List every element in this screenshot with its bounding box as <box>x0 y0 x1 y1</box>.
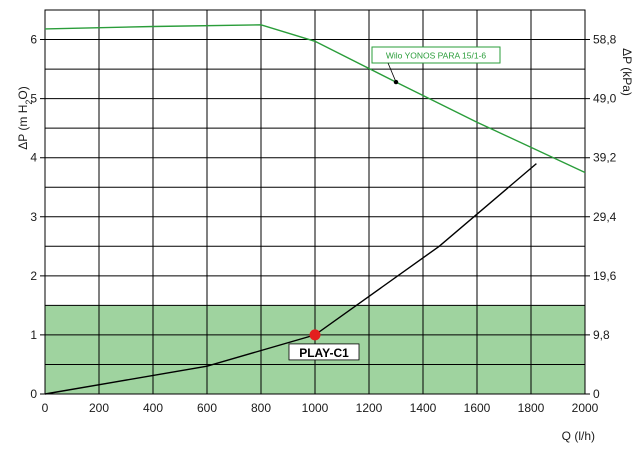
y-left-tick-label: 2 <box>30 269 37 283</box>
y-left-tick-label: 6 <box>30 33 37 47</box>
x-tick-label: 1000 <box>302 401 329 415</box>
tick-label-layer: 0 200 400 600 800 1000 1200 1400 1600 1800 2000012… <box>30 33 616 415</box>
x-tick-label: 2000 <box>572 401 599 415</box>
annotation-box <box>371 46 501 64</box>
y-left-tick-label: 1 <box>30 328 37 342</box>
annotation-leader <box>387 62 397 83</box>
x-tick-label: 1800 <box>518 401 545 415</box>
x-tick-label: 1600 <box>464 401 491 415</box>
x-tick-label: 0 <box>42 401 49 415</box>
x-tick-label: 1200 <box>356 401 383 415</box>
annotation-layer: Wilo YONOS PARA 15/1-6 PLAY-C1 <box>288 46 501 361</box>
y-right-tick-label: 58,8 <box>593 33 617 47</box>
operating-point-label-box <box>288 343 360 361</box>
operating-point-label: PLAY-C1 <box>299 346 349 360</box>
y-left-tick-label: 0 <box>30 387 37 401</box>
y-axis-right-label: ΔP (kPa) <box>620 48 634 96</box>
annotation-text: Wilo YONOS PARA 15/1-6 <box>386 51 487 61</box>
y-right-tick-label: 0 <box>593 387 600 401</box>
operating-point-marker <box>309 329 321 341</box>
y-left-tick-label: 3 <box>30 210 37 224</box>
y-right-tick-label: 29,4 <box>593 210 617 224</box>
y-left-tick-label: 5 <box>30 92 37 106</box>
y-axis-left-label: ΔP (m H2O) <box>16 86 34 150</box>
y-right-tick-label: 39,2 <box>593 151 617 165</box>
pump-curve-line <box>44 24 586 174</box>
y-right-tick-label: 19,6 <box>593 269 617 283</box>
y-left-tick-label: 4 <box>30 151 37 165</box>
grid-layer <box>40 9 590 395</box>
annotation-point <box>393 79 399 85</box>
x-tick-label: 1400 <box>410 401 437 415</box>
x-tick-label: 400 <box>143 401 163 415</box>
x-tick-label: 800 <box>251 401 271 415</box>
y-right-tick-label: 49,0 <box>593 92 617 106</box>
x-axis-label: Q (l/h) <box>562 429 595 443</box>
y-right-tick-label: 9,8 <box>593 328 610 342</box>
x-tick-label: 600 <box>197 401 217 415</box>
x-tick-label: 200 <box>89 401 109 415</box>
